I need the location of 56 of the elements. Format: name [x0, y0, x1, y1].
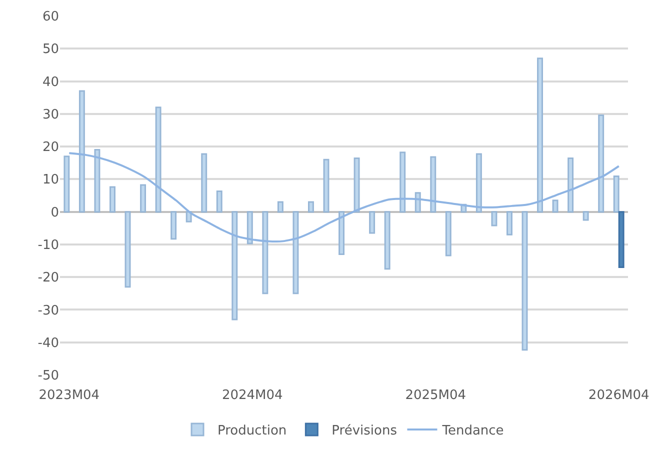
x-tick-label: 2026M04 — [588, 388, 650, 403]
y-tick-label: 50 — [42, 42, 59, 58]
bar — [170, 211, 177, 240]
y-tick-label: 40 — [42, 74, 59, 90]
bar — [582, 211, 589, 221]
bar — [598, 114, 604, 213]
y-tick-label: 10 — [42, 172, 59, 188]
bar — [476, 153, 482, 213]
legend-label: Tendance — [441, 424, 504, 439]
bar — [506, 211, 512, 236]
bar — [400, 152, 406, 213]
bar — [124, 211, 131, 288]
line-series — [68, 152, 620, 242]
bar — [522, 211, 528, 351]
bar — [110, 186, 116, 213]
y-tick-label: -40 — [38, 336, 59, 351]
y-tick-label: -20 — [38, 270, 59, 286]
bar — [491, 211, 498, 226]
bar — [613, 175, 620, 213]
bar — [323, 158, 330, 213]
y-tick-label: -50 — [38, 368, 59, 384]
bar — [338, 211, 344, 255]
bar — [94, 149, 100, 213]
y-tick-label: 0 — [50, 205, 59, 220]
bar — [232, 211, 238, 320]
y-tick-label: -10 — [38, 238, 59, 253]
bar — [201, 153, 208, 213]
y-tick-label: 20 — [42, 140, 59, 156]
bar — [384, 211, 390, 270]
bar — [369, 211, 376, 234]
bar — [186, 211, 192, 222]
bar — [430, 156, 436, 213]
y-tick-label: -30 — [38, 303, 59, 318]
bar — [64, 156, 70, 213]
y-tick-label: 30 — [42, 107, 59, 122]
x-tick-label: 2024M04 — [222, 388, 283, 403]
bar — [262, 211, 268, 294]
bar — [216, 190, 222, 213]
y-tick-label: 60 — [42, 10, 59, 25]
bar — [552, 200, 558, 213]
legend-label: Prévisions — [332, 424, 398, 439]
legend-label: Production — [218, 424, 287, 439]
bar — [537, 58, 543, 213]
bar — [140, 184, 146, 213]
x-tick-label: 2025M04 — [405, 388, 466, 403]
bar — [354, 158, 360, 213]
x-tick-label: 2023M04 — [38, 388, 100, 403]
bar — [155, 106, 162, 213]
bar — [246, 211, 253, 244]
bar — [308, 201, 314, 213]
bar — [618, 211, 624, 268]
bar — [568, 158, 574, 213]
bar — [78, 90, 85, 213]
bar — [292, 211, 299, 294]
bar — [445, 211, 452, 256]
bar — [277, 201, 284, 213]
